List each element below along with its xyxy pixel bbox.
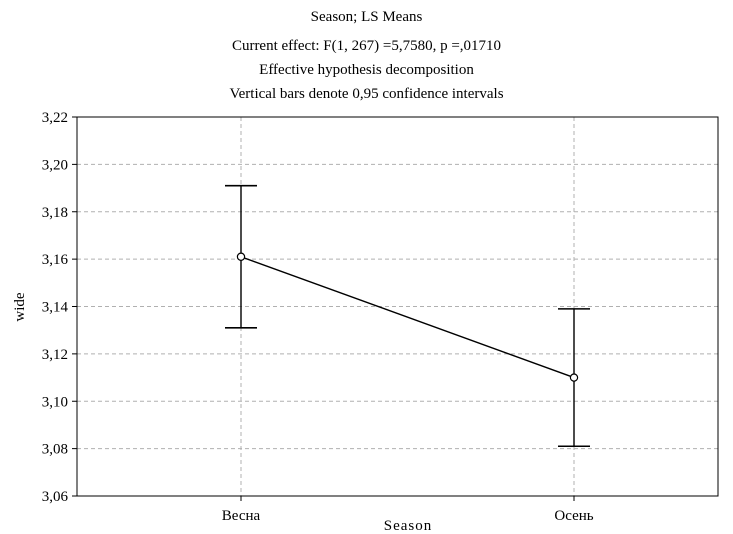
- x-tick-label: Осень: [554, 508, 593, 524]
- chart-subtitle-decomposition: Effective hypothesis decomposition: [259, 62, 474, 78]
- data-marks: [225, 184, 590, 448]
- y-tick-label: 3,14: [42, 300, 69, 316]
- x-tick-label: Весна: [222, 508, 261, 524]
- y-tick-label: 3,12: [42, 347, 68, 363]
- y-tick-label: 3,22: [42, 110, 68, 126]
- y-tick-label: 3,08: [42, 442, 68, 458]
- grid-lines: [77, 116, 718, 496]
- y-tick-label: 3,10: [42, 394, 68, 410]
- x-axis-label: Season: [384, 518, 433, 534]
- chart-subtitle-effect: Current effect: F(1, 267) =5,7580, p =,0…: [231, 38, 502, 54]
- axes: [76, 116, 719, 497]
- y-tick-label: 3,18: [42, 205, 68, 221]
- chart-subtitle-ci: Vertical bars denote 0,95 confidence int…: [229, 86, 504, 102]
- plot-frame: [76, 116, 719, 497]
- y-tick-label: 3,16: [42, 252, 69, 268]
- y-tick-label: 3,06: [42, 489, 69, 505]
- data-point: [236, 252, 246, 261]
- data-point: [569, 373, 579, 382]
- series-line: [240, 256, 575, 379]
- y-axis-label: wide: [12, 292, 28, 322]
- chart-title: Season; LS Means: [310, 9, 423, 25]
- tick-marks: 3,06 3,08 3,10 3,12 3,14 3,16 3,18 3,20 3,22 Весн…: [42, 110, 594, 524]
- y-tick-label: 3,20: [42, 157, 68, 173]
